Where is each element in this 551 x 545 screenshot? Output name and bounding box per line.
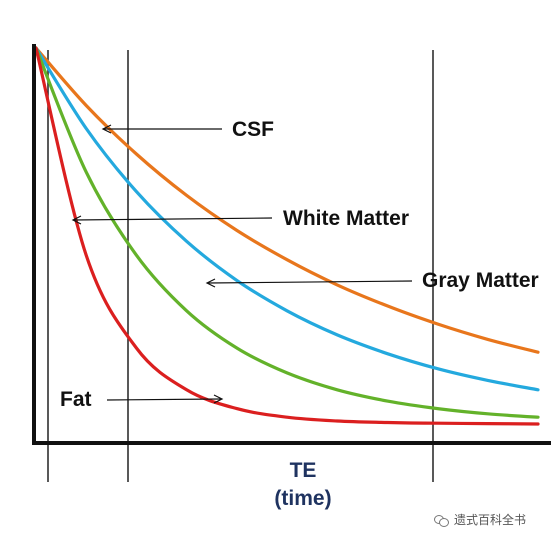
gray-matter-arrow bbox=[207, 280, 413, 284]
fat-label: Fat bbox=[60, 388, 92, 411]
gray-matter-label: Gray Matter bbox=[422, 269, 539, 292]
wechat-icon bbox=[434, 514, 450, 527]
csf-label: CSF bbox=[232, 118, 274, 141]
csf-curve bbox=[34, 46, 540, 354]
white-matter-label: White Matter bbox=[283, 207, 409, 230]
fat-arrowhead bbox=[213, 394, 224, 404]
annotation-fat: Fat bbox=[60, 388, 224, 411]
axes bbox=[32, 44, 551, 445]
annotation-white-matter: White Matter bbox=[71, 207, 409, 230]
white-matter-arrow bbox=[73, 217, 273, 221]
x-axis-title-line-2: (time) bbox=[274, 487, 331, 510]
annotation-gray-matter: Gray Matter bbox=[205, 269, 539, 292]
annotation-csf: CSF bbox=[101, 118, 274, 141]
white-matter-arrowhead bbox=[71, 215, 82, 225]
white-matter-curve bbox=[34, 46, 540, 419]
csf-arrowhead bbox=[101, 124, 112, 134]
fat-arrow bbox=[106, 398, 222, 401]
gray-matter-curve bbox=[34, 46, 540, 392]
watermark: 遗式百科全书 bbox=[434, 511, 526, 528]
fat-curve bbox=[34, 46, 540, 426]
watermark-text: 遗式百科全书 bbox=[454, 513, 527, 527]
x-axis-title-line-1: TE bbox=[290, 459, 317, 482]
te-reference-lines bbox=[47, 50, 434, 482]
gray-matter-arrowhead bbox=[205, 278, 216, 288]
decay-curves bbox=[34, 46, 540, 426]
